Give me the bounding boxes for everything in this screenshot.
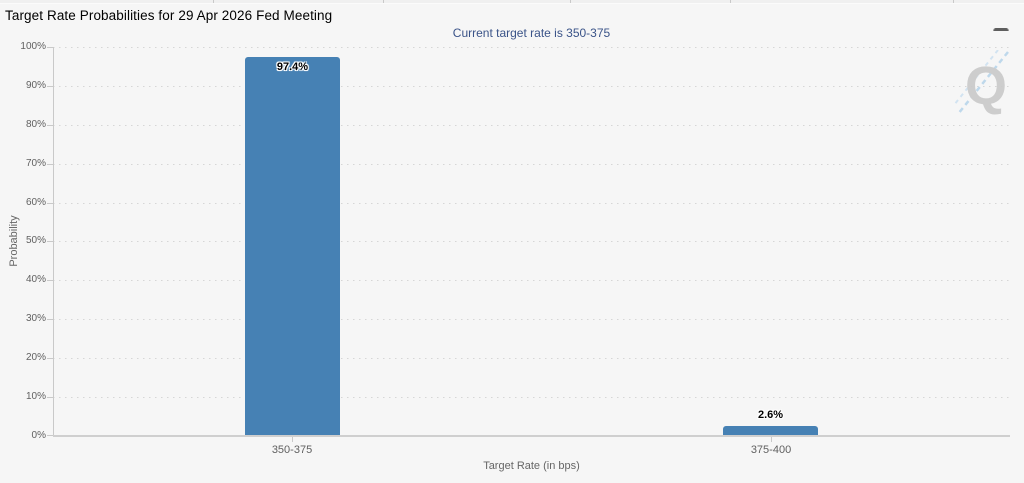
gridline-60 (53, 203, 1010, 204)
y-tick (47, 435, 53, 436)
tab-divider (730, 0, 731, 3)
bar-value-label: 97.4% (276, 61, 309, 73)
chart-subtitle: Current target rate is 350-375 (452, 26, 611, 40)
y-tick (47, 319, 53, 320)
gridline-100 (53, 47, 1010, 48)
tab-divider (953, 0, 954, 3)
gridline-40 (53, 280, 1010, 281)
tab-divider (213, 0, 214, 3)
y-tick (47, 280, 53, 281)
tab-divider (570, 0, 571, 3)
y-tick (47, 164, 53, 165)
y-axis-line (53, 47, 54, 436)
cropped-tab-strip (0, 0, 1024, 4)
x-axis-title: Target Rate (in bps) (483, 460, 580, 472)
y-tick-label: 60% (25, 197, 46, 208)
gridline-70 (53, 164, 1010, 165)
y-tick (47, 47, 53, 48)
y-tick (47, 241, 53, 242)
y-tick (47, 358, 53, 359)
y-tick-label: 50% (25, 235, 46, 246)
x-category-label: 350-375 (271, 444, 313, 456)
y-axis-title: Probability (8, 215, 20, 267)
y-tick-label: 70% (25, 158, 46, 169)
gridline-30 (53, 319, 1010, 320)
watermark-hatch-line (953, 49, 999, 106)
x-tick (292, 437, 293, 442)
watermark-q-letter: Q (965, 56, 1007, 116)
quikstrike-watermark: Q (950, 49, 1016, 118)
bar-350-375[interactable] (245, 57, 340, 436)
y-tick-label: 80% (25, 119, 46, 130)
bar-value-label: 2.6% (757, 409, 784, 421)
gridline-10 (53, 397, 1010, 398)
x-axis-line (53, 435, 1010, 437)
plot-area: 100% 90% 80% 70% 60% 50% 40% 30% 20% 10%… (20, 42, 1010, 472)
chart-context-menu-button[interactable] (988, 9, 1014, 33)
x-category-label: 375-400 (750, 444, 792, 456)
x-tick (771, 437, 772, 442)
y-tick-label: 30% (25, 313, 46, 324)
gridline-90 (53, 86, 1010, 87)
y-tick (47, 203, 53, 204)
y-tick-label: 90% (25, 80, 46, 91)
y-tick-label: 100% (20, 41, 46, 52)
tab-divider (383, 0, 384, 3)
watermark-hatch-line (957, 51, 1009, 115)
y-tick (47, 125, 53, 126)
bar-375-400[interactable] (723, 426, 818, 436)
y-tick-label: 40% (25, 274, 46, 285)
gridline-80 (53, 125, 1010, 126)
y-tick (47, 397, 53, 398)
y-tick-label: 20% (25, 352, 46, 363)
chart-title: Target Rate Probabilities for 29 Apr 202… (5, 8, 333, 23)
y-tick (47, 86, 53, 87)
gridline-50 (53, 241, 1010, 242)
y-tick-label: 10% (25, 391, 46, 402)
gridline-20 (53, 358, 1010, 359)
y-tick-label: 0% (31, 430, 46, 441)
